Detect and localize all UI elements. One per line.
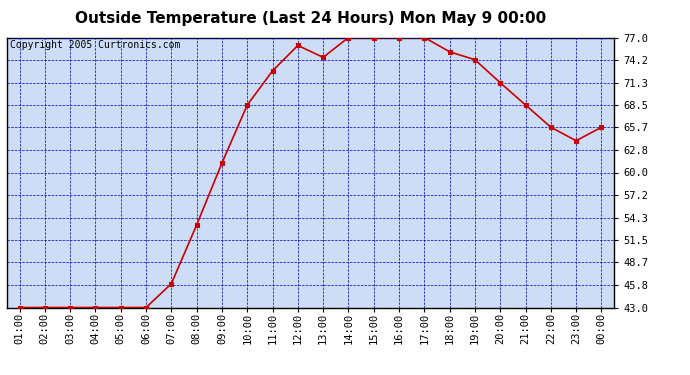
Text: Copyright 2005 Curtronics.com: Copyright 2005 Curtronics.com — [10, 40, 180, 50]
Text: Outside Temperature (Last 24 Hours) Mon May 9 00:00: Outside Temperature (Last 24 Hours) Mon … — [75, 11, 546, 26]
